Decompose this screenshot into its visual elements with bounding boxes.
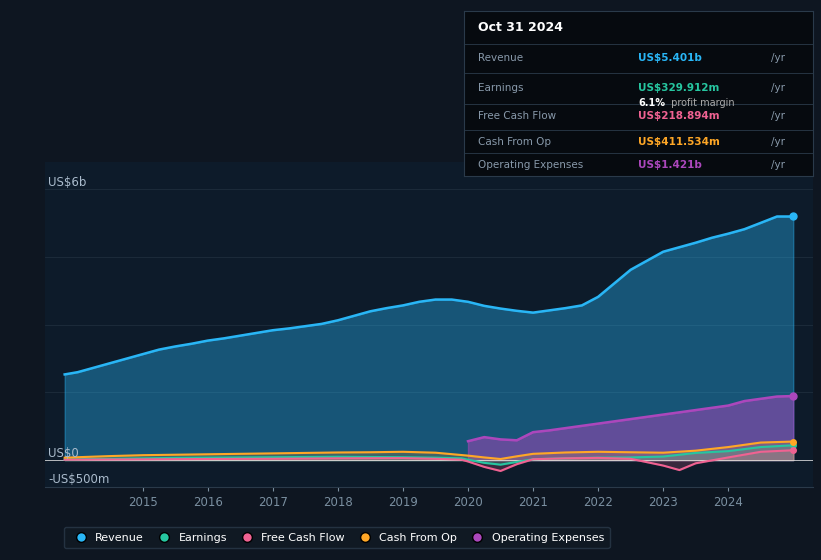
Text: US$0: US$0 — [48, 447, 79, 460]
Text: Free Cash Flow: Free Cash Flow — [478, 111, 556, 121]
Text: 6.1%: 6.1% — [639, 98, 665, 108]
Legend: Revenue, Earnings, Free Cash Flow, Cash From Op, Operating Expenses: Revenue, Earnings, Free Cash Flow, Cash … — [64, 527, 610, 548]
Text: US$5.401b: US$5.401b — [639, 53, 702, 63]
Text: US$6b: US$6b — [48, 176, 87, 189]
Text: US$218.894m: US$218.894m — [639, 111, 720, 121]
Text: Cash From Op: Cash From Op — [478, 137, 551, 147]
Text: Oct 31 2024: Oct 31 2024 — [478, 21, 563, 34]
Text: /yr: /yr — [771, 160, 785, 170]
Text: -US$500m: -US$500m — [48, 473, 110, 486]
Text: US$411.534m: US$411.534m — [639, 137, 720, 147]
Text: Revenue: Revenue — [478, 53, 523, 63]
Text: /yr: /yr — [771, 83, 785, 93]
Text: profit margin: profit margin — [668, 98, 735, 108]
Text: /yr: /yr — [771, 111, 785, 121]
Text: Earnings: Earnings — [478, 83, 523, 93]
Text: /yr: /yr — [771, 137, 785, 147]
Text: Operating Expenses: Operating Expenses — [478, 160, 583, 170]
Text: US$1.421b: US$1.421b — [639, 160, 702, 170]
Text: US$329.912m: US$329.912m — [639, 83, 720, 93]
Text: /yr: /yr — [771, 53, 785, 63]
